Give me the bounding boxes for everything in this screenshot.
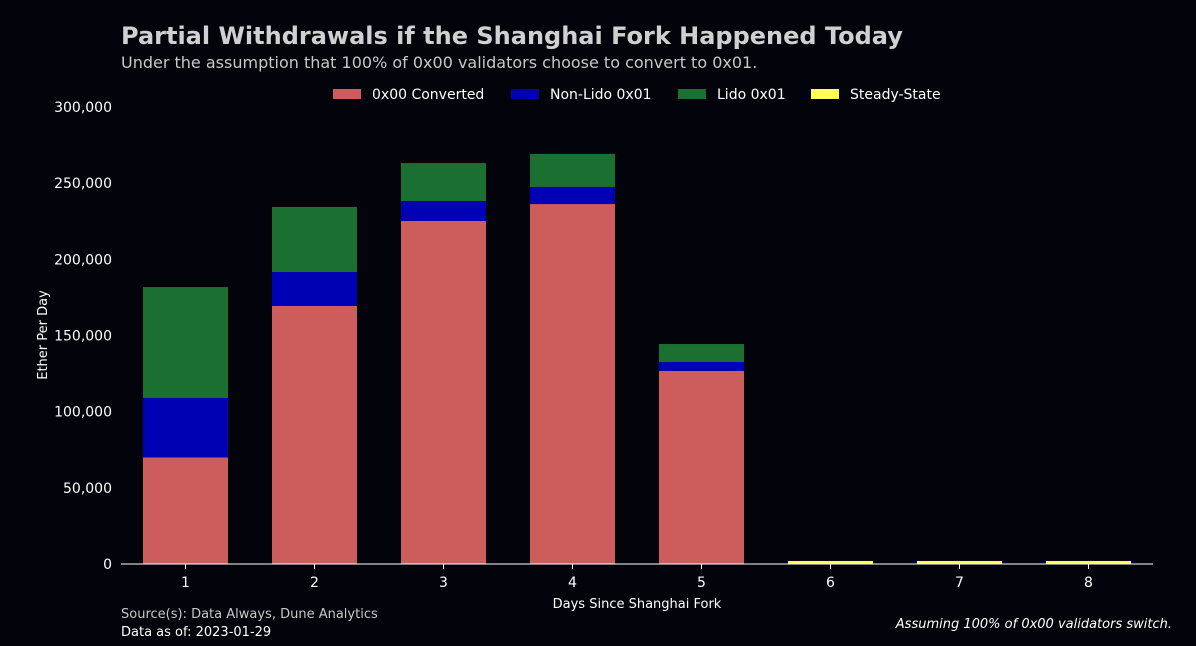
bar-lido-0x01 [530,153,615,187]
bar-steady-state [1046,560,1131,564]
x-tick-label: 5 [697,575,706,591]
y-tick-label: 300,000 [54,100,112,116]
x-tick-label: 6 [826,575,835,591]
y-tick-label: 150,000 [54,329,112,345]
bar-non-lido-0x01 [530,186,615,205]
bar-0x00-converted [659,370,744,564]
bar-lido-0x01 [401,163,486,201]
footnote: Assuming 100% of 0x00 validators switch. [895,617,1172,632]
bar-steady-state [788,560,873,564]
y-tick-label: 100,000 [54,405,112,421]
x-tick-label: 4 [568,575,577,591]
data-date-note: Data as of: 2023-01-29 [121,625,271,640]
bars [143,153,1131,565]
legend-swatch [811,89,839,99]
legend-swatch [333,89,361,99]
chart-subtitle: Under the assumption that 100% of 0x00 v… [121,53,757,72]
y-tick-label: 250,000 [54,176,112,192]
legend-swatch [678,89,706,99]
y-tick-label: 0 [103,557,112,573]
legend-label: Lido 0x01 [717,87,786,103]
source-note: Source(s): Data Always, Dune Analytics [121,607,378,622]
bar-lido-0x01 [143,287,228,398]
bar-non-lido-0x01 [143,397,228,458]
bar-non-lido-0x01 [401,200,486,221]
bar-lido-0x01 [659,344,744,363]
legend-label: 0x00 Converted [372,87,484,103]
legend: 0x00 Converted Non-Lido 0x01 Lido 0x01 Stea… [333,87,941,103]
bar-non-lido-0x01 [272,271,357,306]
bar-0x00-converted [272,305,357,564]
x-axis: 1 2 3 4 5 6 7 8 [181,564,1093,591]
x-tick-label: 1 [181,575,190,591]
bar-0x00-converted [143,457,228,564]
legend-label: Steady-State [850,87,941,103]
x-tick-label: 3 [439,575,448,591]
y-tick-label: 200,000 [54,252,112,268]
legend-swatch [511,89,539,99]
bar-steady-state [917,560,1002,564]
y-axis: 0 50,000 100,000 150,000 200,000 250,000 300,0… [54,100,112,573]
legend-label: Non-Lido 0x01 [550,87,652,103]
bar-0x00-converted [530,204,615,565]
bar-non-lido-0x01 [659,362,744,371]
bar-0x00-converted [401,220,486,565]
y-axis-label: Ether Per Day [36,290,51,380]
x-tick-label: 2 [310,575,319,591]
x-tick-label: 7 [955,575,964,591]
x-axis-label: Days Since Shanghai Fork [553,597,722,612]
bar-lido-0x01 [272,206,357,272]
x-tick-label: 8 [1084,575,1093,591]
y-tick-label: 50,000 [63,481,112,497]
chart-title: Partial Withdrawals if the Shanghai Fork… [121,22,903,50]
